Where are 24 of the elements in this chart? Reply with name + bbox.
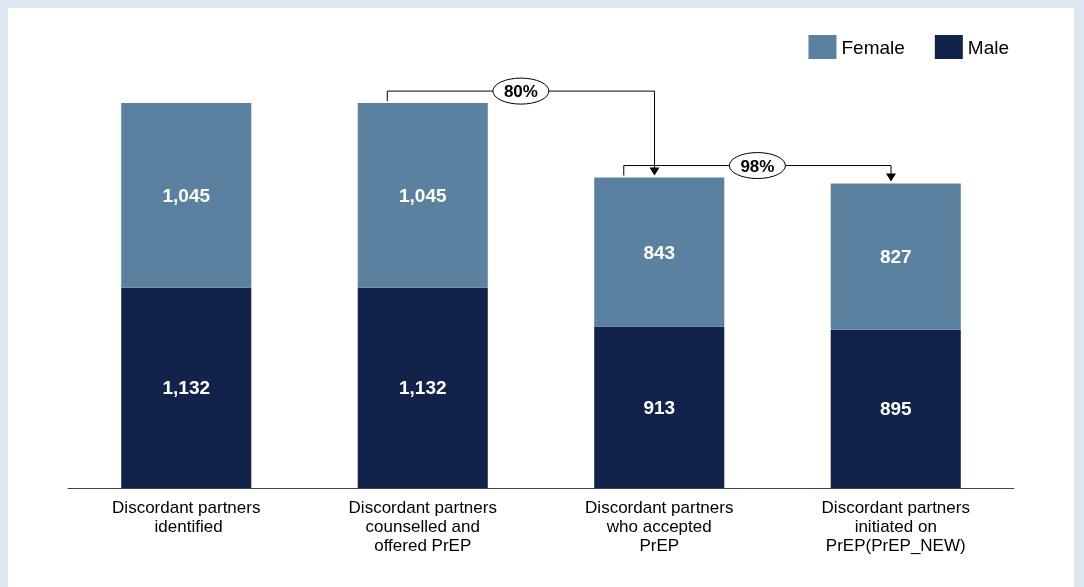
data-label: 843 [643, 241, 676, 263]
annotation: 98% [740, 156, 775, 176]
data-label: 1,132 [162, 377, 211, 399]
bar [121, 103, 252, 288]
legend-label: Male [967, 36, 1010, 58]
data-label: 1,045 [398, 184, 447, 206]
data-label: 1,132 [398, 377, 447, 399]
text: 80% [503, 82, 538, 102]
data-label: 827 [879, 246, 912, 268]
data-label: 895 [879, 398, 913, 420]
x-tick-label: Discordant partners identified [112, 498, 261, 536]
data-label: 1,045 [162, 184, 211, 206]
bar [594, 177, 725, 327]
x-tick-label: Discordant partners initiated on PrEP(PrEP_NEW) [821, 498, 970, 555]
bar [121, 287, 252, 488]
data-label: 913 [643, 396, 676, 418]
legend-label: Female [841, 36, 905, 58]
bar [357, 287, 488, 488]
bar [357, 103, 488, 288]
x-tick-label: Discordant partners counselled and offered PrEP [348, 498, 497, 555]
bar [830, 329, 961, 488]
bar [594, 326, 725, 488]
x-tick-label: Discordant partners who accepted PrEP [585, 498, 734, 555]
bar [830, 183, 961, 330]
